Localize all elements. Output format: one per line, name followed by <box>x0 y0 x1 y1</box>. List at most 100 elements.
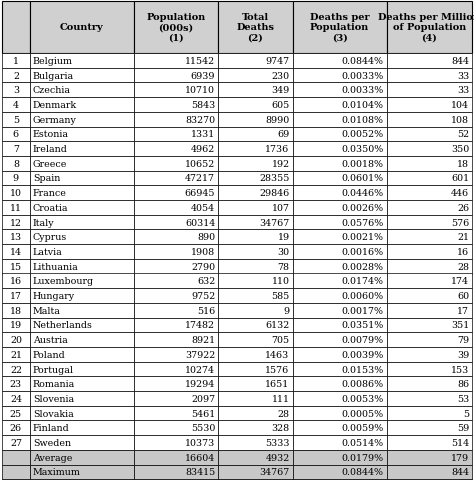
Text: 78: 78 <box>278 262 290 271</box>
Text: 0.0052%: 0.0052% <box>342 130 384 139</box>
Text: 104: 104 <box>451 101 469 110</box>
Text: 4932: 4932 <box>265 453 290 462</box>
Bar <box>2 362 30 377</box>
Bar <box>218 113 292 127</box>
Text: 13: 13 <box>10 233 22 242</box>
Bar <box>218 142 292 156</box>
Text: 86: 86 <box>457 380 469 388</box>
Text: 0.0060%: 0.0060% <box>342 291 384 300</box>
Bar <box>218 391 292 406</box>
Text: 53: 53 <box>457 394 469 403</box>
Bar <box>387 450 472 465</box>
Bar <box>387 83 472 98</box>
Text: 21: 21 <box>10 350 22 359</box>
Text: 1463: 1463 <box>265 350 290 359</box>
Bar <box>2 450 30 465</box>
Text: Netherlands: Netherlands <box>33 321 92 330</box>
Text: 29846: 29846 <box>259 189 290 198</box>
Text: 844: 844 <box>451 57 469 66</box>
Bar <box>387 318 472 333</box>
Text: Average: Average <box>33 453 72 462</box>
Text: Cyprus: Cyprus <box>33 233 67 242</box>
Bar <box>387 230 472 245</box>
Text: 514: 514 <box>451 438 469 447</box>
Text: 15: 15 <box>10 262 22 271</box>
Text: 21: 21 <box>457 233 469 242</box>
Bar <box>134 450 218 465</box>
Text: 349: 349 <box>271 86 290 95</box>
Bar <box>218 435 292 450</box>
Text: Portugal: Portugal <box>33 365 74 374</box>
Text: 26: 26 <box>10 423 22 432</box>
Text: 0.0039%: 0.0039% <box>341 350 384 359</box>
Text: Population
(000s)
(1): Population (000s) (1) <box>146 13 206 43</box>
Text: 18: 18 <box>457 159 469 168</box>
Text: 22: 22 <box>10 365 22 374</box>
Bar <box>218 420 292 435</box>
Text: 230: 230 <box>272 72 290 80</box>
Text: 0.0174%: 0.0174% <box>342 277 384 286</box>
Text: Denmark: Denmark <box>33 101 77 110</box>
Bar <box>30 54 134 69</box>
Text: 9: 9 <box>283 306 290 315</box>
Text: 4: 4 <box>13 101 19 110</box>
Text: 351: 351 <box>451 321 469 330</box>
Text: 34767: 34767 <box>259 218 290 227</box>
Text: Croatia: Croatia <box>33 204 68 213</box>
Bar <box>292 83 387 98</box>
Bar <box>387 142 472 156</box>
Text: Spain: Spain <box>33 174 60 183</box>
Text: Country: Country <box>60 24 104 33</box>
Text: Bulgaria: Bulgaria <box>33 72 74 80</box>
Text: Austria: Austria <box>33 336 67 345</box>
Bar <box>218 362 292 377</box>
Bar <box>2 69 30 83</box>
Bar <box>292 435 387 450</box>
Text: 0.0028%: 0.0028% <box>342 262 384 271</box>
Bar <box>134 171 218 186</box>
Text: 9: 9 <box>13 174 19 183</box>
Text: 10710: 10710 <box>185 86 215 95</box>
Bar <box>30 215 134 230</box>
Bar <box>292 377 387 391</box>
Text: 37922: 37922 <box>185 350 215 359</box>
Bar <box>387 201 472 215</box>
Text: 632: 632 <box>197 277 215 286</box>
Text: 516: 516 <box>197 306 215 315</box>
Bar <box>387 171 472 186</box>
Text: 12: 12 <box>10 218 22 227</box>
Bar <box>292 274 387 288</box>
Bar <box>387 54 472 69</box>
Text: Belgium: Belgium <box>33 57 73 66</box>
Text: 18: 18 <box>10 306 22 315</box>
Bar <box>218 201 292 215</box>
Text: 601: 601 <box>451 174 469 183</box>
Bar <box>30 156 134 171</box>
Bar <box>387 303 472 318</box>
Text: 19294: 19294 <box>185 380 215 388</box>
Text: 0.0033%: 0.0033% <box>341 72 384 80</box>
Text: 19: 19 <box>10 321 22 330</box>
Text: 52: 52 <box>457 130 469 139</box>
Text: 844: 844 <box>451 468 469 477</box>
Bar <box>134 230 218 245</box>
Bar <box>292 303 387 318</box>
Text: 17: 17 <box>10 291 22 300</box>
Bar <box>218 288 292 303</box>
Text: 19: 19 <box>277 233 290 242</box>
Text: 0.0104%: 0.0104% <box>342 101 384 110</box>
Text: 0.0053%: 0.0053% <box>341 394 384 403</box>
Text: 0.0086%: 0.0086% <box>342 380 384 388</box>
Text: 10652: 10652 <box>185 159 215 168</box>
Text: Latvia: Latvia <box>33 247 63 256</box>
Bar <box>292 113 387 127</box>
Text: 0.0844%: 0.0844% <box>342 468 384 477</box>
Bar <box>134 215 218 230</box>
Text: 17482: 17482 <box>185 321 215 330</box>
Text: 0.0351%: 0.0351% <box>341 321 384 330</box>
Bar <box>134 142 218 156</box>
Bar <box>30 377 134 391</box>
Bar <box>387 98 472 113</box>
Text: Ireland: Ireland <box>33 145 68 154</box>
Bar <box>218 69 292 83</box>
